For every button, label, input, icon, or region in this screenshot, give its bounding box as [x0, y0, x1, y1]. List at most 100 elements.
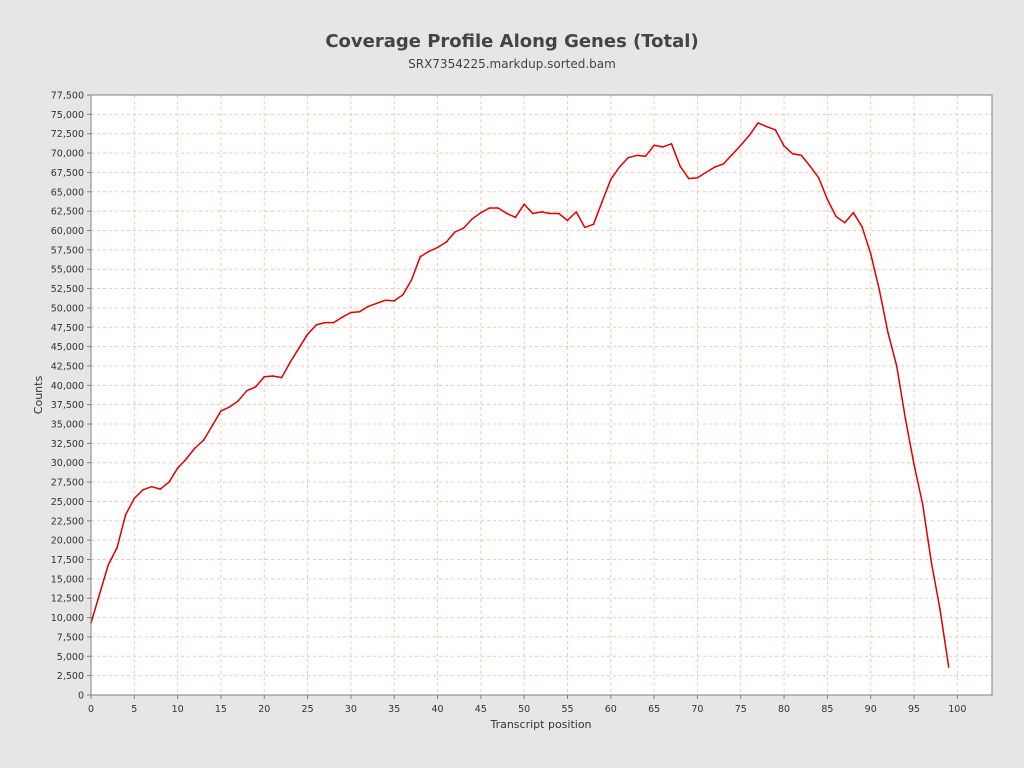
- y-tick-label: 17,500: [51, 555, 84, 566]
- y-tick-label: 52,500: [51, 284, 84, 295]
- data-point: [202, 439, 205, 442]
- data-point: [454, 231, 456, 233]
- x-tick-label: 65: [648, 704, 660, 715]
- data-point: [800, 154, 803, 157]
- data-point: [783, 145, 785, 147]
- data-point: [696, 177, 699, 179]
- data-point: [393, 300, 396, 302]
- x-tick-label: 45: [475, 704, 487, 715]
- data-point: [367, 305, 370, 308]
- data-point: [653, 144, 655, 147]
- data-point: [887, 331, 889, 334]
- y-axis: 0 2,500 5,000 7,500 10,000 12,500 15,000 17,500…: [51, 91, 91, 702]
- data-point: [713, 166, 716, 168]
- data-point: [410, 279, 413, 281]
- y-tick-label: 72,500: [51, 129, 84, 140]
- y-tick-label: 67,500: [51, 168, 84, 179]
- data-point: [176, 467, 179, 469]
- data-point: [272, 375, 274, 377]
- data-point: [480, 211, 482, 214]
- y-axis-label: Counts: [32, 376, 45, 415]
- data-point: [306, 333, 309, 336]
- data-point: [315, 324, 318, 326]
- data-point: [523, 203, 525, 205]
- y-tick-label: 65,000: [51, 187, 84, 198]
- y-tick-label: 30,000: [51, 458, 84, 469]
- data-point: [159, 488, 162, 490]
- data-point: [861, 225, 863, 228]
- data-point: [289, 361, 292, 363]
- data-point: [947, 666, 950, 668]
- x-tick-label: 30: [345, 704, 357, 715]
- y-tick-label: 0: [78, 691, 84, 702]
- data-point: [220, 410, 222, 412]
- data-point: [610, 178, 612, 181]
- data-point: [930, 561, 933, 564]
- y-tick-label: 12,500: [51, 594, 84, 605]
- x-tick-label: 50: [518, 704, 530, 715]
- y-tick-label: 27,500: [51, 478, 84, 489]
- data-point: [194, 447, 196, 449]
- chart-subtitle: SRX7354225.markdup.sorted.bam: [408, 57, 616, 71]
- y-tick-label: 5,000: [57, 652, 84, 663]
- x-tick-label: 80: [778, 704, 790, 715]
- data-point: [791, 153, 794, 155]
- data-point: [341, 316, 344, 318]
- data-point: [661, 146, 664, 148]
- data-point: [869, 252, 872, 255]
- y-tick-label: 42,500: [51, 361, 84, 372]
- data-point: [298, 347, 300, 349]
- y-tick-label: 25,000: [51, 497, 84, 508]
- data-point: [246, 389, 248, 392]
- x-tick-label: 75: [735, 704, 747, 715]
- data-point: [428, 250, 430, 253]
- x-tick-label: 20: [258, 704, 270, 715]
- x-tick-label: 95: [908, 704, 920, 715]
- y-tick-label: 15,000: [51, 574, 84, 585]
- data-point: [133, 497, 136, 500]
- data-point: [350, 311, 352, 314]
- y-tick-label: 70,000: [51, 149, 84, 160]
- y-tick-label: 55,000: [51, 265, 84, 276]
- y-tick-label: 60,000: [51, 226, 84, 237]
- data-point: [601, 201, 603, 203]
- data-point: [592, 223, 595, 226]
- x-tick-label: 0: [88, 704, 94, 715]
- data-point: [939, 608, 941, 610]
- data-point: [358, 310, 361, 313]
- y-tick-label: 62,500: [51, 207, 84, 218]
- data-point: [757, 122, 759, 124]
- x-tick-label: 15: [215, 704, 227, 715]
- y-tick-label: 40,000: [51, 381, 84, 392]
- data-point: [774, 129, 777, 131]
- y-tick-label: 45,000: [51, 342, 84, 353]
- grid-lines: [90, 94, 992, 696]
- data-point: [627, 156, 629, 159]
- data-point: [514, 216, 517, 219]
- x-tick-label: 60: [605, 704, 617, 715]
- data-point: [566, 219, 569, 222]
- data-point: [471, 218, 473, 220]
- y-tick-label: 75,000: [51, 110, 84, 121]
- data-point: [324, 321, 326, 324]
- data-point: [878, 289, 881, 291]
- x-tick-label: 55: [561, 704, 573, 715]
- data-point: [436, 246, 439, 249]
- data-point: [670, 142, 673, 145]
- y-tick-label: 10,000: [51, 613, 84, 624]
- data-point: [895, 365, 898, 367]
- y-tick-label: 35,000: [51, 420, 84, 431]
- y-tick-label: 77,500: [51, 91, 84, 102]
- data-point: [497, 207, 499, 209]
- data-point: [739, 144, 742, 147]
- data-point: [445, 241, 448, 243]
- data-point: [211, 424, 214, 427]
- y-tick-label: 57,500: [51, 245, 84, 256]
- data-point: [687, 177, 690, 180]
- data-point: [98, 592, 101, 595]
- data-point: [584, 226, 586, 229]
- data-point: [731, 153, 733, 156]
- x-tick-label: 10: [172, 704, 184, 715]
- y-tick-label: 37,500: [51, 400, 84, 411]
